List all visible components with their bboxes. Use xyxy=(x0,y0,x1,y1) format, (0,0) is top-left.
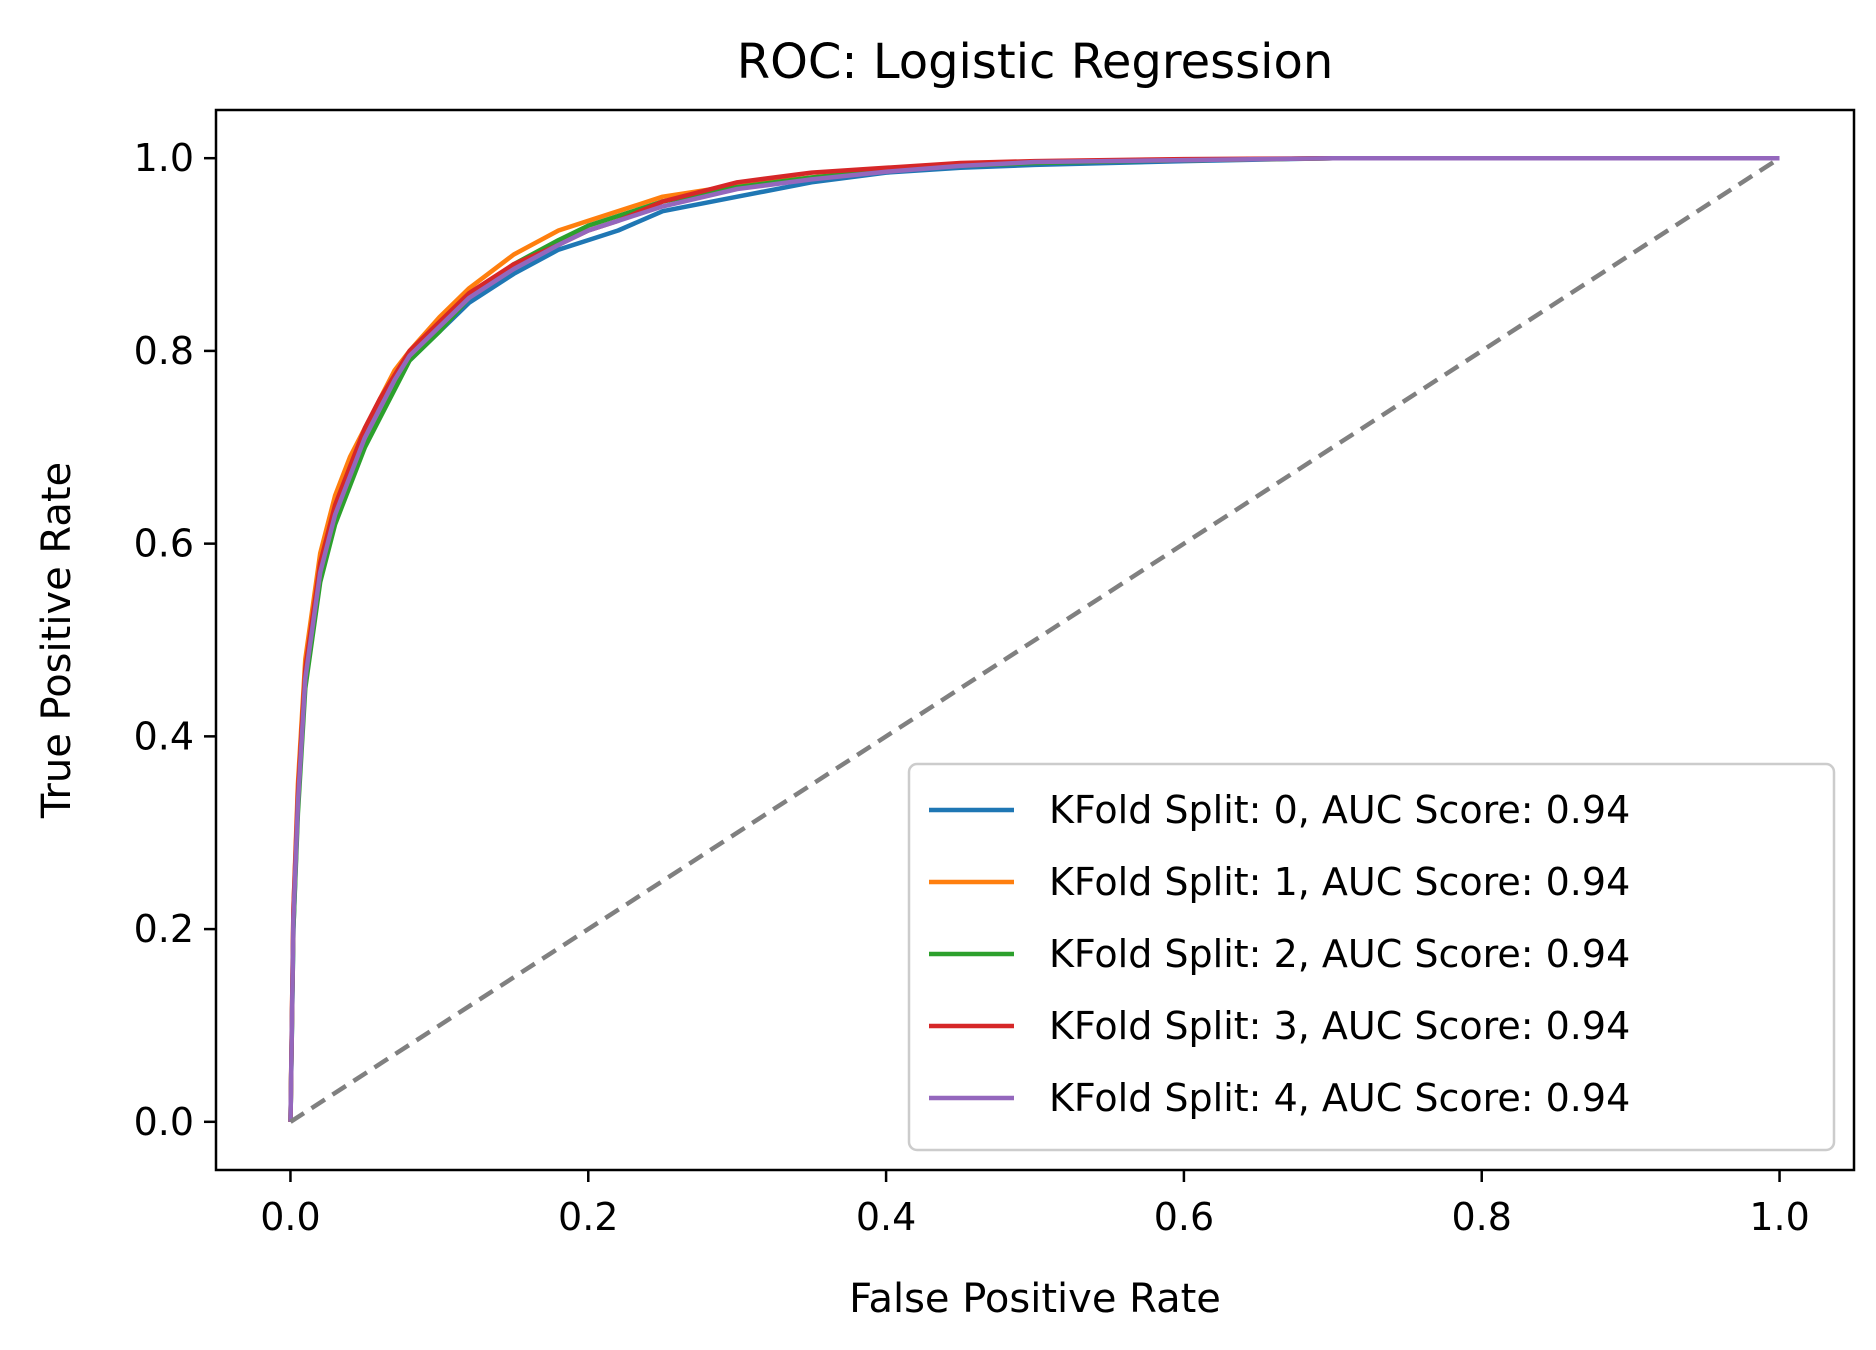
legend-entry-label: KFold Split: 0, AUC Score: 0.94 xyxy=(1049,788,1630,832)
x-tick-label: 1.0 xyxy=(1749,1195,1809,1239)
chart-title: ROC: Logistic Regression xyxy=(737,34,1334,90)
x-axis-ticks: 0.0 0.2 0.4 0.6 0.8 1.0 xyxy=(260,1170,1810,1239)
y-axis-ticks: 0.0 0.2 0.4 0.6 0.8 1.0 xyxy=(134,136,216,1144)
x-axis-label: False Positive Rate xyxy=(849,1276,1221,1322)
y-tick-label: 0.2 xyxy=(134,907,194,951)
axes-frame xyxy=(214,108,1856,1172)
x-tick-label: 0.2 xyxy=(558,1195,618,1239)
legend-box xyxy=(907,762,1836,1152)
x-tick-label: 0.4 xyxy=(856,1195,916,1239)
y-tick-label: 0.6 xyxy=(134,522,194,566)
plot-area xyxy=(214,108,1856,1172)
y-tick-label: 1.0 xyxy=(134,136,194,180)
x-tick-label: 0.0 xyxy=(260,1195,320,1239)
y-tick-label: 0.8 xyxy=(134,329,194,373)
y-tick-label: 0.0 xyxy=(134,1100,194,1144)
x-tick-label: 0.6 xyxy=(1154,1195,1214,1239)
legend-entry-label: KFold Split: 4, AUC Score: 0.94 xyxy=(1049,1076,1630,1120)
y-axis-label: True Positive Rate xyxy=(34,462,80,819)
series-layer xyxy=(288,155,1781,1124)
y-tick-label: 0.4 xyxy=(134,714,194,758)
roc-series-line-4 xyxy=(288,155,1780,1122)
x-tick-label: 0.8 xyxy=(1452,1195,1512,1239)
legend-entry-label: KFold Split: 2, AUC Score: 0.94 xyxy=(1049,932,1630,976)
chance-diagonal-line xyxy=(289,156,1781,1124)
legend: KFold Split: 0, AUC Score: 0.94 KFold Spl… xyxy=(907,762,1836,1152)
legend-entry-label: KFold Split: 1, AUC Score: 0.94 xyxy=(1049,860,1630,904)
legend-entry-label: KFold Split: 3, AUC Score: 0.94 xyxy=(1049,1004,1630,1048)
